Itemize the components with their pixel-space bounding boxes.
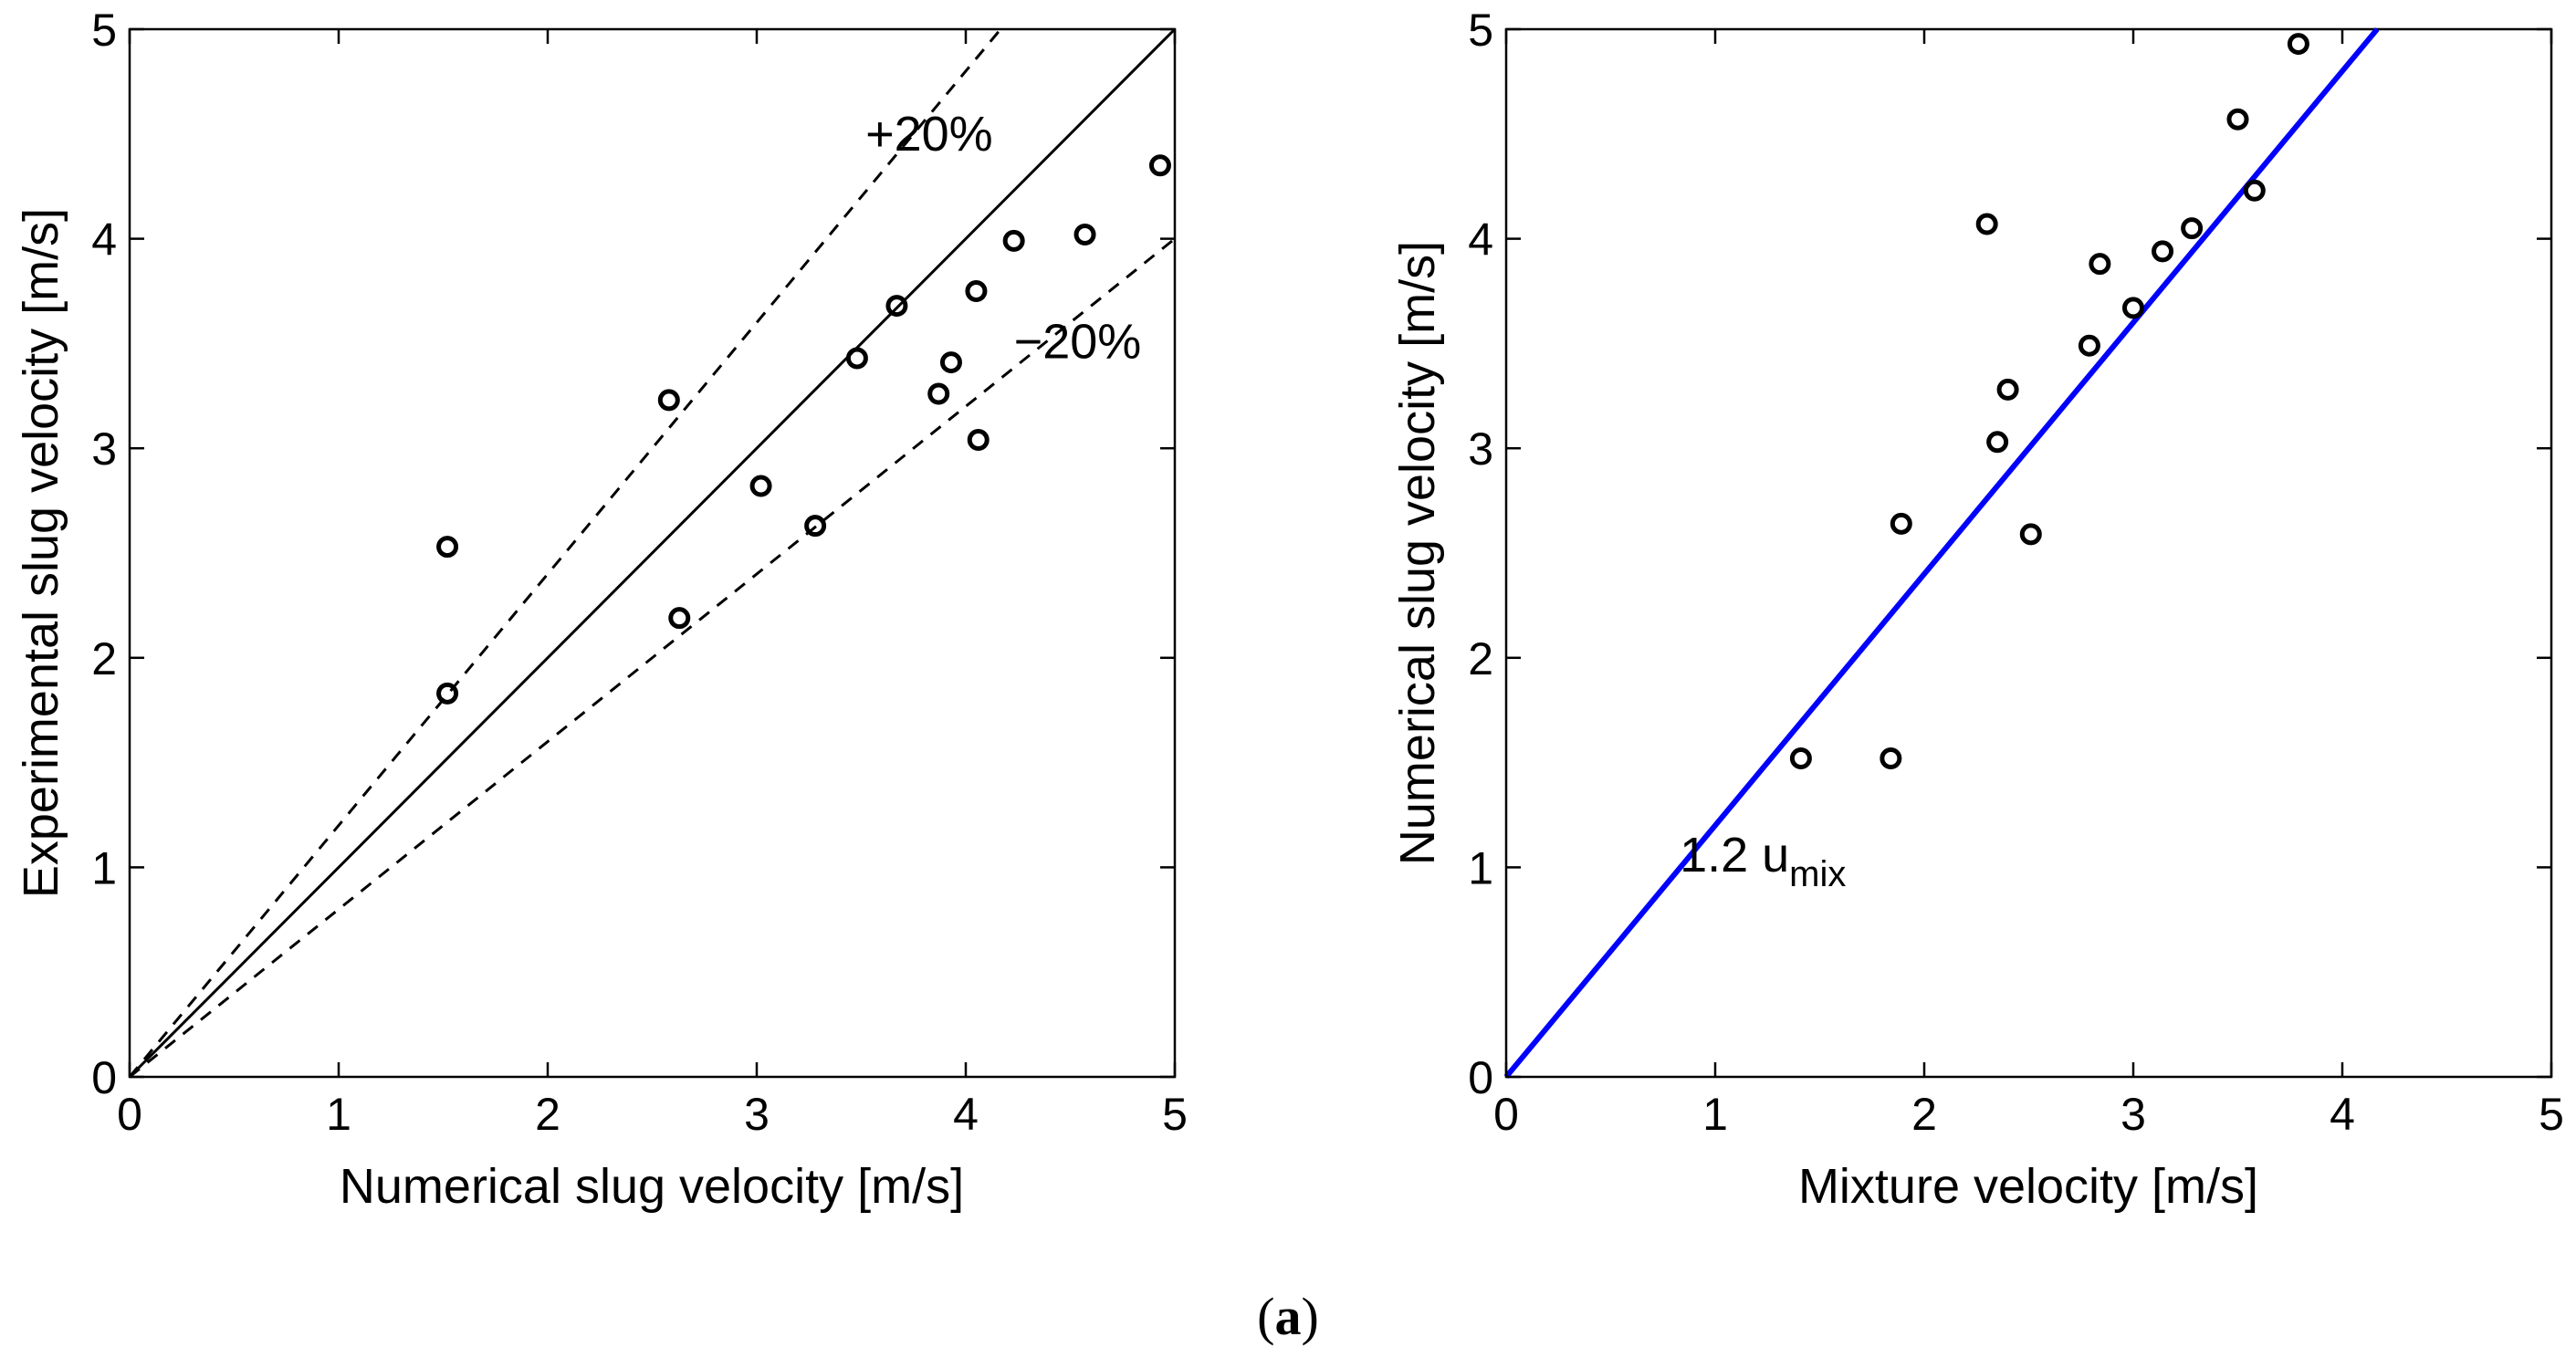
left-ytick-label-4: 4 bbox=[91, 214, 117, 266]
right-ytick-label-3: 3 bbox=[1468, 423, 1493, 475]
left-axis-ticks bbox=[128, 27, 1177, 1079]
caption-paren-open: ( bbox=[1257, 1287, 1274, 1346]
left-line-0 bbox=[128, 27, 1177, 1079]
right-point-4 bbox=[1986, 431, 2009, 454]
left-xtick-label-5: 5 bbox=[1162, 1089, 1188, 1140]
left-ytick-label-5: 5 bbox=[91, 5, 117, 56]
left-annotation-plus-20: +20% bbox=[865, 107, 993, 162]
right-point-10 bbox=[2152, 240, 2174, 263]
right-axis-ticks bbox=[1504, 27, 2553, 1079]
left-ytick-label-1: 1 bbox=[91, 842, 117, 893]
figure-caption: (a) bbox=[1257, 1287, 1319, 1346]
right-ytick-label-1: 1 bbox=[1468, 842, 1493, 893]
right-xtick-label-5: 5 bbox=[2539, 1089, 2564, 1140]
right-reference-lines bbox=[1503, 27, 2380, 1079]
left-data-points bbox=[436, 154, 1171, 705]
right-x-axis-title: Mixture velocity [m/s] bbox=[1798, 1159, 2258, 1214]
left-ytick-label-3: 3 bbox=[91, 423, 117, 475]
right-point-6 bbox=[2019, 523, 2042, 546]
left-xtick-label-2: 2 bbox=[535, 1089, 560, 1140]
right-x-tick-labels: 0 1 2 3 4 5 bbox=[1493, 1089, 2564, 1140]
right-line-0 bbox=[1503, 27, 2380, 1079]
right-annotation-1-2-umix: 1.2 umix bbox=[1680, 828, 1846, 894]
right-point-3 bbox=[1975, 213, 1998, 235]
right-xtick-label-3: 3 bbox=[2120, 1089, 2146, 1140]
left-point-7 bbox=[885, 295, 908, 318]
left-ytick-label-2: 2 bbox=[91, 633, 117, 684]
left-xtick-label-0: 0 bbox=[117, 1089, 142, 1140]
left-point-8 bbox=[927, 382, 950, 405]
right-chart: 0 1 2 3 4 5 0 1 2 3 4 5 1.2 umix Mixture velocity … bbox=[1390, 5, 2564, 1214]
right-point-13 bbox=[2243, 179, 2266, 202]
right-point-5 bbox=[1996, 378, 2019, 401]
right-ytick-label-5: 5 bbox=[1468, 5, 1493, 56]
right-y-axis-title: Numerical slug velocity [m/s] bbox=[1390, 241, 1445, 865]
left-y-tick-labels: 0 1 2 3 4 5 bbox=[91, 5, 117, 1103]
caption-letter: a bbox=[1275, 1287, 1302, 1346]
left-chart: 0 1 2 3 4 5 0 1 2 3 4 5 +20% −20% Numerical slug v… bbox=[14, 5, 1188, 1214]
left-point-12 bbox=[1002, 229, 1025, 252]
caption-paren-close: ) bbox=[1302, 1287, 1319, 1346]
left-point-1 bbox=[436, 682, 459, 705]
right-point-14 bbox=[2287, 33, 2309, 56]
left-point-3 bbox=[668, 607, 691, 630]
left-line-2 bbox=[129, 237, 1176, 1079]
right-ytick-label-0: 0 bbox=[1468, 1052, 1493, 1103]
right-point-1 bbox=[1880, 747, 1902, 770]
left-point-9 bbox=[939, 351, 962, 374]
right-xtick-label-1: 1 bbox=[1702, 1089, 1728, 1140]
right-plot-frame bbox=[1504, 27, 2553, 1079]
left-point-4 bbox=[749, 475, 772, 497]
left-point-6 bbox=[845, 347, 868, 370]
left-xtick-label-1: 1 bbox=[326, 1089, 351, 1140]
right-xtick-label-0: 0 bbox=[1493, 1089, 1519, 1140]
right-point-11 bbox=[2181, 217, 2204, 240]
left-ytick-label-0: 0 bbox=[91, 1052, 117, 1103]
left-x-tick-labels: 0 1 2 3 4 5 bbox=[117, 1089, 1188, 1140]
left-point-0 bbox=[436, 536, 459, 559]
left-point-2 bbox=[657, 389, 680, 412]
left-point-14 bbox=[1148, 154, 1171, 177]
right-point-8 bbox=[2089, 253, 2111, 276]
right-ytick-label-2: 2 bbox=[1468, 633, 1493, 684]
right-point-9 bbox=[2122, 297, 2144, 319]
left-point-13 bbox=[1073, 224, 1096, 246]
left-x-axis-title: Numerical slug velocity [m/s] bbox=[340, 1159, 964, 1214]
right-xtick-label-4: 4 bbox=[2330, 1089, 2355, 1140]
left-point-11 bbox=[967, 429, 990, 452]
right-xtick-label-2: 2 bbox=[1911, 1089, 1937, 1140]
right-point-12 bbox=[2226, 108, 2249, 131]
right-annotation-main-text: 1.2 u bbox=[1680, 828, 1789, 882]
right-y-tick-labels: 0 1 2 3 4 5 bbox=[1468, 5, 1493, 1103]
right-annotation-subscript: mix bbox=[1789, 854, 1846, 894]
left-point-5 bbox=[804, 515, 827, 538]
left-y-axis-title: Experimental slug velocity [m/s] bbox=[14, 208, 68, 898]
right-data-points bbox=[1789, 33, 2309, 770]
right-ytick-label-4: 4 bbox=[1468, 214, 1493, 266]
right-point-2 bbox=[1890, 512, 1912, 535]
left-reference-lines bbox=[128, 27, 1177, 1079]
left-point-10 bbox=[965, 280, 988, 302]
left-xtick-label-3: 3 bbox=[744, 1089, 770, 1140]
left-xtick-label-4: 4 bbox=[953, 1089, 979, 1140]
right-point-7 bbox=[2078, 334, 2100, 357]
right-point-0 bbox=[1789, 747, 1812, 770]
left-annotation-minus-20: −20% bbox=[1014, 314, 1142, 369]
